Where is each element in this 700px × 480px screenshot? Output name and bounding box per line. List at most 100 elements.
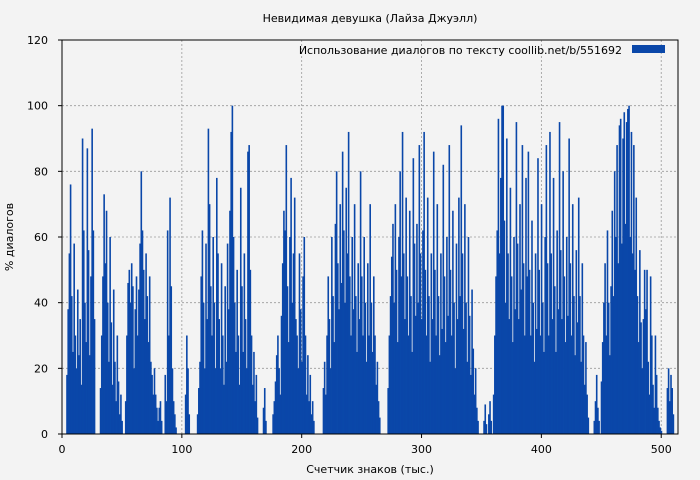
bar xyxy=(413,243,416,434)
bar xyxy=(393,302,395,434)
bar xyxy=(272,414,274,434)
bar xyxy=(406,276,409,434)
bar xyxy=(140,171,143,435)
bar xyxy=(672,414,675,434)
bar xyxy=(607,302,610,434)
bar xyxy=(529,335,532,434)
bar xyxy=(490,420,493,434)
bar xyxy=(438,355,441,434)
bar xyxy=(622,138,624,434)
bar xyxy=(594,401,597,434)
bar xyxy=(356,351,358,434)
bar xyxy=(556,230,558,434)
bar xyxy=(414,315,417,434)
bar xyxy=(618,125,621,434)
bar xyxy=(377,401,380,434)
bar xyxy=(236,269,238,434)
bar xyxy=(73,243,75,434)
bar xyxy=(616,145,618,435)
bar xyxy=(452,210,454,434)
bar xyxy=(102,276,104,434)
bar xyxy=(609,355,611,434)
bar xyxy=(168,335,170,434)
bar xyxy=(139,243,141,434)
bar xyxy=(337,263,339,434)
bar xyxy=(405,197,407,434)
bar xyxy=(432,151,435,434)
bar xyxy=(174,414,176,434)
bar xyxy=(526,276,528,434)
bar xyxy=(358,319,361,434)
bar xyxy=(363,237,366,434)
bar xyxy=(144,319,146,434)
bar xyxy=(508,319,511,434)
bar xyxy=(535,328,538,434)
bar xyxy=(424,269,427,434)
bar xyxy=(489,401,491,434)
bar xyxy=(564,342,567,434)
bar xyxy=(249,269,252,434)
bar xyxy=(109,237,111,434)
bar xyxy=(164,374,167,434)
bar xyxy=(296,335,298,434)
bar xyxy=(80,384,83,434)
bar xyxy=(375,384,377,434)
bar xyxy=(84,302,86,434)
bar xyxy=(265,420,267,434)
bar xyxy=(541,302,544,434)
bar xyxy=(615,237,617,434)
bar xyxy=(498,253,501,434)
bar xyxy=(302,276,304,434)
bar xyxy=(630,131,633,434)
bar xyxy=(628,105,630,435)
bar xyxy=(351,237,354,434)
bar xyxy=(547,335,550,434)
bar xyxy=(75,368,78,434)
bar xyxy=(407,335,410,434)
bar xyxy=(400,276,403,434)
bar xyxy=(204,368,206,434)
bar xyxy=(332,296,334,434)
bar xyxy=(254,401,256,434)
bar xyxy=(604,263,606,434)
bar xyxy=(121,420,123,434)
bar xyxy=(200,276,203,434)
bar xyxy=(280,315,283,434)
bar xyxy=(263,388,266,434)
bar xyxy=(387,388,389,434)
y-axis-label: % диалогов xyxy=(3,203,16,271)
bar xyxy=(428,296,430,434)
bar xyxy=(648,394,651,434)
bar xyxy=(169,197,171,434)
bar xyxy=(575,250,578,434)
bar xyxy=(431,319,434,434)
y-tick-label: 80 xyxy=(34,165,48,178)
bar xyxy=(531,220,533,434)
bar xyxy=(404,319,406,434)
bar xyxy=(111,384,114,434)
bar xyxy=(81,138,84,434)
bar xyxy=(598,420,600,434)
bar xyxy=(546,263,549,434)
bar xyxy=(322,388,325,434)
bar xyxy=(582,335,585,434)
bar xyxy=(86,148,89,434)
bar xyxy=(170,286,173,434)
bar xyxy=(509,187,512,434)
bar xyxy=(507,253,509,434)
bar xyxy=(226,243,229,434)
bar xyxy=(147,342,150,434)
bar xyxy=(281,263,284,434)
bar xyxy=(436,204,439,434)
bar xyxy=(344,302,346,434)
bar xyxy=(443,276,446,434)
bar xyxy=(205,243,207,434)
bar xyxy=(349,276,351,434)
bar xyxy=(395,269,398,434)
bar xyxy=(423,131,425,434)
bar xyxy=(221,335,224,434)
bar xyxy=(576,322,579,434)
bar xyxy=(610,286,612,434)
bar xyxy=(513,237,515,434)
